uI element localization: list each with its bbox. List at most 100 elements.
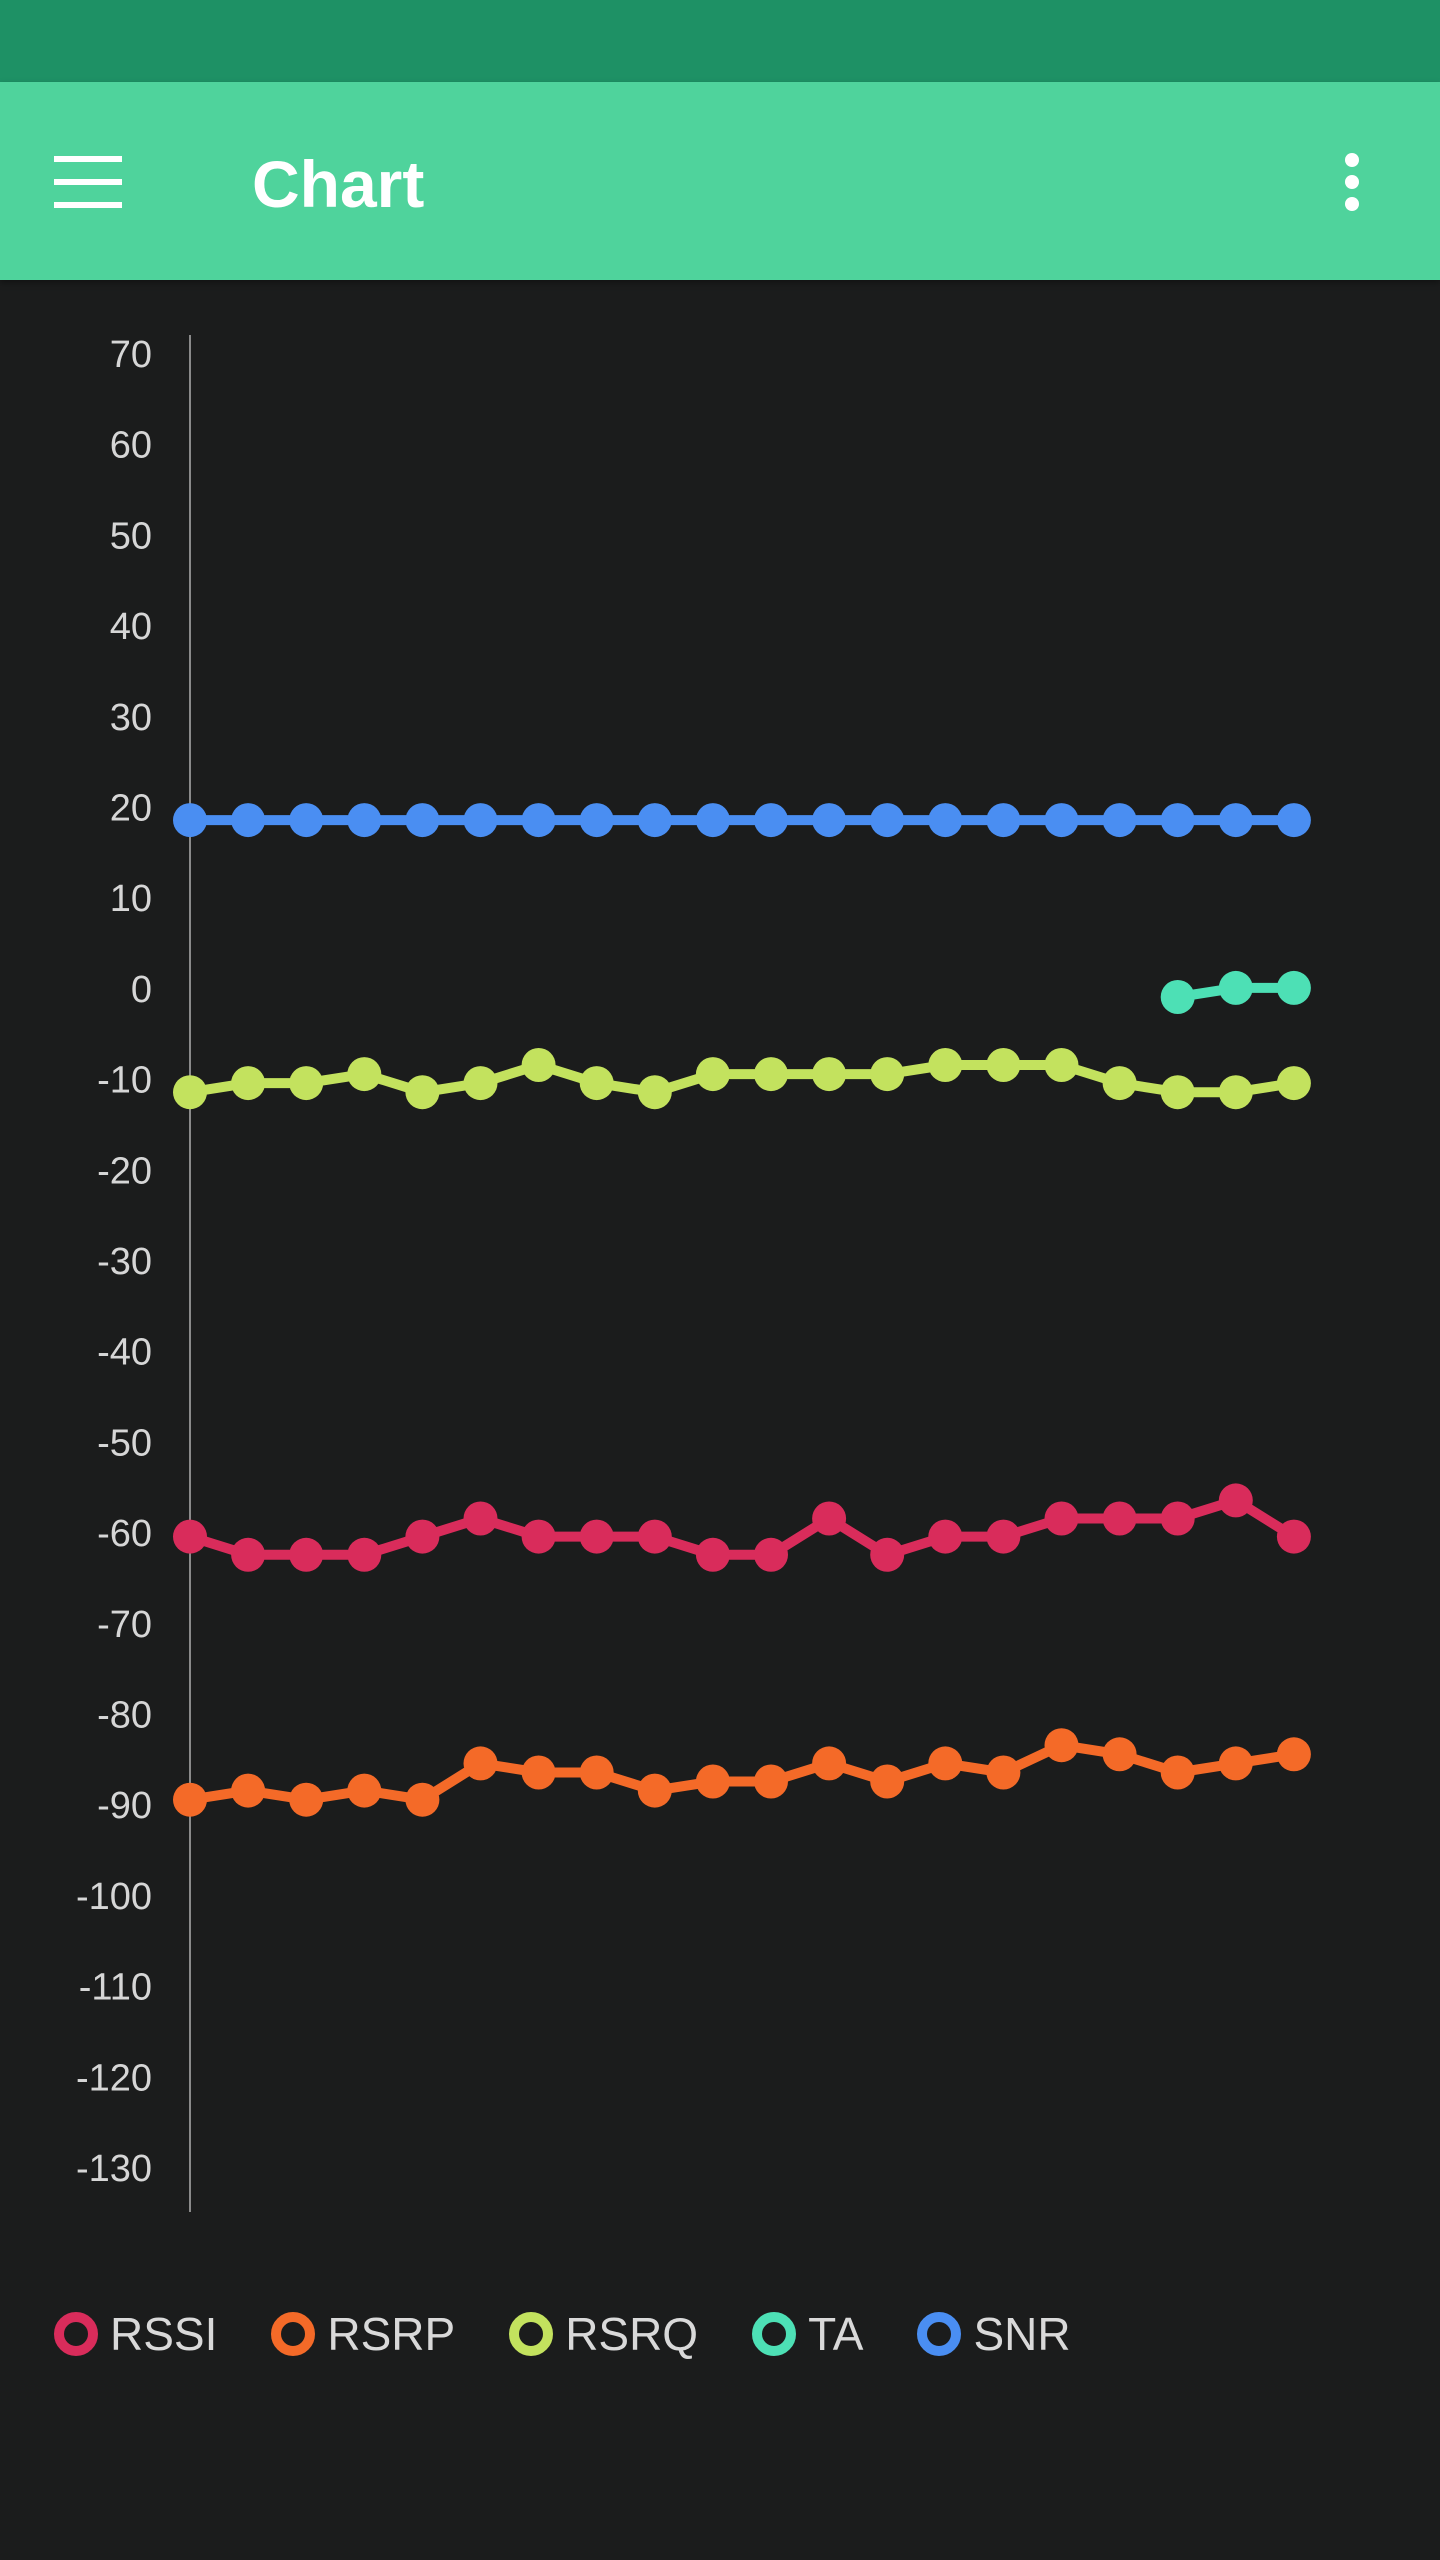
data-point-rsrp[interactable] — [637, 1773, 672, 1808]
data-point-rsrq[interactable] — [463, 1066, 498, 1101]
data-point-rssi[interactable] — [812, 1501, 847, 1536]
data-point-rsrp[interactable] — [1160, 1755, 1195, 1790]
data-point-snr[interactable] — [1044, 803, 1079, 838]
data-point-rsrq[interactable] — [289, 1066, 324, 1101]
data-point-snr[interactable] — [1160, 803, 1195, 838]
data-point-rssi[interactable] — [1276, 1519, 1311, 1554]
data-point-rsrq[interactable] — [870, 1057, 905, 1092]
legend-item-rssi[interactable]: RSSI — [54, 2307, 217, 2361]
data-point-rssi[interactable] — [928, 1519, 963, 1554]
data-point-rssi[interactable] — [289, 1537, 324, 1572]
data-point-rsrp[interactable] — [521, 1755, 556, 1790]
data-point-snr[interactable] — [637, 803, 672, 838]
data-point-rsrq[interactable] — [695, 1057, 730, 1092]
data-point-snr[interactable] — [986, 803, 1021, 838]
data-point-rssi[interactable] — [986, 1519, 1021, 1554]
series-ta — [1160, 970, 1311, 1014]
data-point-rsrq[interactable] — [231, 1066, 266, 1101]
data-point-rsrp[interactable] — [289, 1782, 324, 1817]
data-point-snr[interactable] — [754, 803, 788, 838]
legend-item-rsrq[interactable]: RSRQ — [509, 2307, 698, 2361]
data-point-rsrq[interactable] — [579, 1066, 614, 1101]
data-point-rsrp[interactable] — [1102, 1737, 1137, 1772]
data-point-rsrq[interactable] — [1276, 1066, 1311, 1101]
data-point-snr[interactable] — [695, 803, 730, 838]
chart-legend: RSSI RSRP RSRQ TA SNR — [54, 2302, 1394, 2366]
data-point-snr[interactable] — [1276, 803, 1311, 838]
data-point-rsrp[interactable] — [928, 1746, 963, 1781]
data-point-ta[interactable] — [1218, 970, 1253, 1005]
overflow-menu-button[interactable] — [1304, 134, 1400, 230]
y-tick-label: 40 — [110, 606, 152, 648]
data-point-rssi[interactable] — [405, 1519, 440, 1554]
y-tick-label: -30 — [97, 1241, 152, 1283]
data-point-rsrq[interactable] — [986, 1048, 1021, 1082]
legend-swatch-icon — [752, 2312, 797, 2356]
data-point-rsrp[interactable] — [986, 1755, 1021, 1790]
data-point-rssi[interactable] — [637, 1519, 672, 1554]
data-point-rssi[interactable] — [173, 1519, 207, 1554]
data-point-snr[interactable] — [405, 803, 440, 838]
data-point-rssi[interactable] — [463, 1501, 498, 1536]
y-tick-label: -20 — [97, 1150, 152, 1192]
data-point-rsrp[interactable] — [812, 1746, 847, 1781]
data-point-rsrp[interactable] — [1218, 1746, 1253, 1781]
data-point-rssi[interactable] — [579, 1519, 614, 1554]
data-point-snr[interactable] — [928, 803, 963, 838]
data-point-rssi[interactable] — [1218, 1483, 1253, 1518]
data-point-rssi[interactable] — [695, 1537, 730, 1572]
data-point-rsrp[interactable] — [579, 1755, 614, 1790]
data-point-rsrq[interactable] — [1160, 1075, 1195, 1110]
data-point-rssi[interactable] — [231, 1537, 266, 1572]
legend-item-ta[interactable]: TA — [752, 2307, 863, 2361]
data-point-rsrq[interactable] — [1102, 1066, 1137, 1101]
data-point-rsrp[interactable] — [231, 1773, 266, 1808]
data-point-ta[interactable] — [1160, 980, 1195, 1014]
data-point-rssi[interactable] — [1160, 1501, 1195, 1536]
data-point-rsrp[interactable] — [463, 1746, 498, 1781]
data-point-snr[interactable] — [812, 803, 847, 838]
data-point-snr[interactable] — [870, 803, 905, 838]
data-point-rsrq[interactable] — [521, 1048, 556, 1082]
data-point-rsrq[interactable] — [928, 1048, 963, 1082]
data-point-rsrq[interactable] — [754, 1057, 788, 1092]
data-point-rssi[interactable] — [870, 1537, 905, 1572]
data-point-rssi[interactable] — [347, 1537, 382, 1572]
data-point-snr[interactable] — [173, 803, 207, 838]
legend-item-snr[interactable]: SNR — [917, 2307, 1071, 2361]
data-point-rsrq[interactable] — [637, 1075, 672, 1110]
data-point-rsrq[interactable] — [405, 1075, 440, 1110]
data-point-rsrq[interactable] — [347, 1057, 382, 1092]
data-point-rsrq[interactable] — [812, 1057, 847, 1092]
legend-label: RSRQ — [565, 2308, 699, 2360]
data-point-snr[interactable] — [521, 803, 556, 838]
data-point-rsrp[interactable] — [1276, 1737, 1311, 1772]
data-point-snr[interactable] — [463, 803, 498, 838]
data-point-rssi[interactable] — [754, 1537, 788, 1572]
legend-item-rsrp[interactable]: RSRP — [271, 2307, 455, 2361]
data-point-rsrp[interactable] — [870, 1764, 905, 1799]
data-point-rsrp[interactable] — [1044, 1728, 1079, 1763]
y-tick-label: -120 — [76, 2057, 152, 2099]
data-point-rsrp[interactable] — [754, 1764, 788, 1799]
data-point-rsrq[interactable] — [173, 1075, 207, 1110]
data-point-snr[interactable] — [1102, 803, 1137, 838]
data-point-rsrp[interactable] — [695, 1764, 730, 1799]
data-point-rssi[interactable] — [521, 1519, 556, 1554]
data-point-snr[interactable] — [579, 803, 614, 838]
y-tick-label: 0 — [131, 969, 152, 1011]
data-point-snr[interactable] — [289, 803, 324, 838]
data-point-snr[interactable] — [1218, 803, 1253, 838]
data-point-rsrp[interactable] — [173, 1782, 207, 1817]
data-point-snr[interactable] — [347, 803, 382, 838]
data-point-ta[interactable] — [1276, 970, 1311, 1005]
data-point-rsrq[interactable] — [1218, 1075, 1253, 1110]
data-point-rssi[interactable] — [1102, 1501, 1137, 1536]
data-point-rsrp[interactable] — [405, 1782, 440, 1817]
data-point-rssi[interactable] — [1044, 1501, 1079, 1536]
data-point-rsrp[interactable] — [347, 1773, 382, 1808]
y-tick-label: -40 — [97, 1332, 152, 1374]
data-point-snr[interactable] — [231, 803, 266, 838]
menu-button[interactable] — [40, 134, 136, 230]
data-point-rsrq[interactable] — [1044, 1048, 1079, 1082]
